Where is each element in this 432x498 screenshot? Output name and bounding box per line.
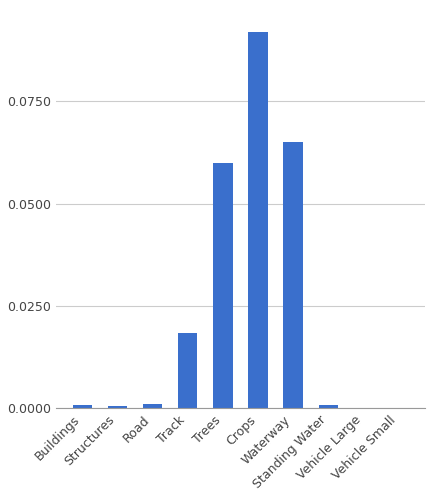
Bar (213, 163, 232, 408)
Bar (319, 405, 338, 408)
Bar (283, 142, 303, 408)
Bar (248, 31, 268, 408)
Bar (178, 333, 197, 408)
Bar (108, 405, 127, 408)
Bar (143, 404, 162, 408)
Bar (73, 405, 92, 408)
